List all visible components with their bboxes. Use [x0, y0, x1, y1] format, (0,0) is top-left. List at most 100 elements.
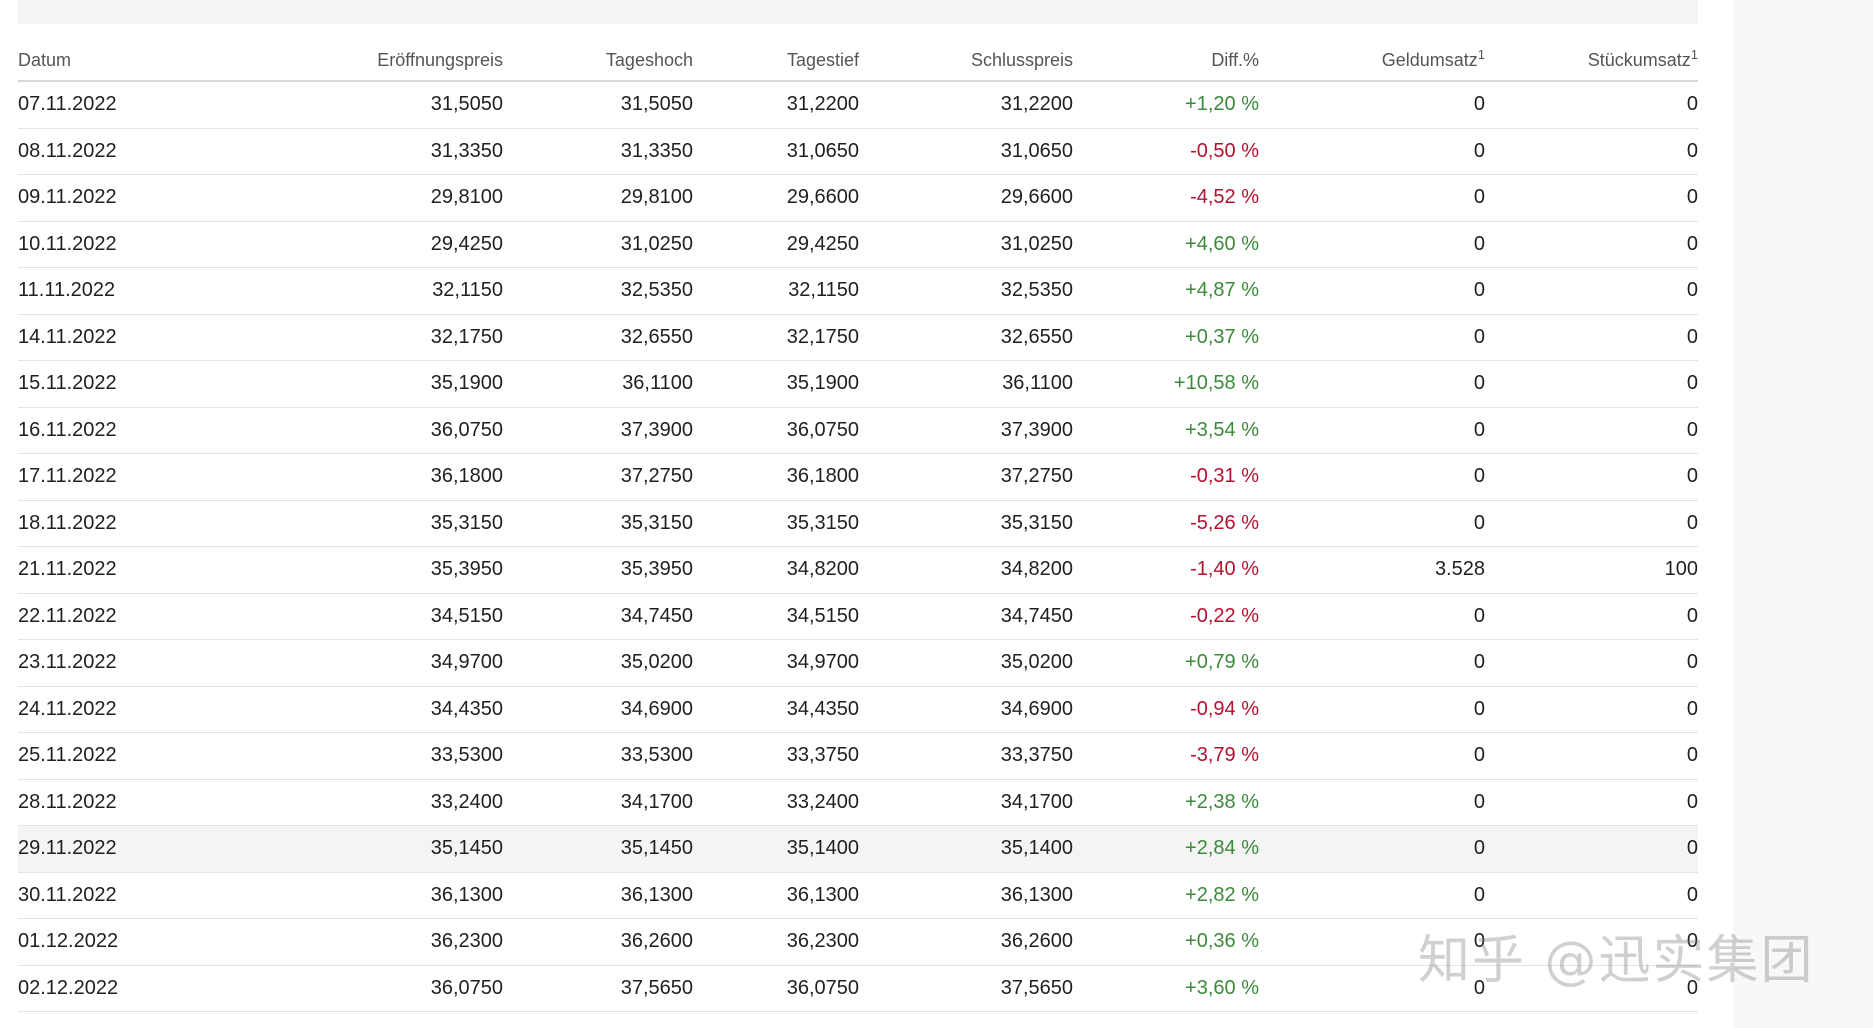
cell-geldumsatz: 0	[1259, 360, 1485, 408]
cell-diff: +0,79 %	[1073, 639, 1259, 687]
cell-diff: +0,36 %	[1073, 918, 1259, 966]
cell-geldumsatz: 0	[1259, 128, 1485, 175]
cell-datum: 11.11.2022	[18, 267, 178, 315]
column-header-diff[interactable]: Diff.%	[1073, 40, 1259, 82]
cell-eroeffnungspreis: 35,1900	[178, 360, 503, 408]
table-row: 07.11.2022 31,5050 31,5050 31,2200 31,2200 +1…	[18, 81, 1698, 129]
cell-stueckumsatz: 0	[1485, 221, 1698, 268]
cell-diff: +1,20 %	[1073, 81, 1259, 129]
cell-datum: 21.11.2022	[18, 546, 178, 594]
table-row: 24.11.2022 34,4350 34,6900 34,4350 34,6900 -0…	[18, 686, 1698, 733]
cell-diff: -5,26 %	[1073, 500, 1259, 547]
table-row: 22.11.2022 34,5150 34,7450 34,5150 34,7450 -0…	[18, 593, 1698, 640]
cell-datum: 14.11.2022	[18, 314, 178, 361]
cell-stueckumsatz: 0	[1485, 686, 1698, 733]
cell-diff: +2,38 %	[1073, 779, 1259, 826]
cell-diff: -0,50 %	[1073, 128, 1259, 175]
cell-diff: +10,58 %	[1073, 360, 1259, 408]
cell-schlusspreis: 37,5650	[859, 965, 1073, 1012]
cell-geldumsatz: 0	[1259, 453, 1485, 501]
cell-diff: -0,94 %	[1073, 686, 1259, 733]
table-row: 25.11.2022 33,5300 33,5300 33,3750 33,3750 -3…	[18, 732, 1698, 780]
cell-datum: 28.11.2022	[18, 779, 178, 826]
cell-tagestief: 29,4250	[693, 221, 859, 268]
column-header-tageshoch[interactable]: Tageshoch	[503, 40, 693, 82]
cell-tageshoch: 34,7450	[503, 593, 693, 640]
column-header-datum[interactable]: Datum	[18, 40, 178, 82]
column-header-stueckumsatz[interactable]: Stückumsatz1	[1485, 40, 1698, 82]
cell-geldumsatz: 0	[1259, 500, 1485, 547]
cell-geldumsatz: 0	[1259, 965, 1485, 1012]
cell-schlusspreis: 32,6550	[859, 314, 1073, 361]
cell-eroeffnungspreis: 35,3950	[178, 546, 503, 594]
table-row: 09.11.2022 29,8100 29,8100 29,6600 29,6600 -4…	[18, 174, 1698, 222]
cell-tagestief: 36,2300	[693, 918, 859, 966]
cell-eroeffnungspreis: 33,2400	[178, 779, 503, 826]
cell-tagestief: 35,1400	[693, 825, 859, 873]
cell-tageshoch: 29,8100	[503, 174, 693, 222]
cell-tageshoch: 31,3350	[503, 128, 693, 175]
cell-diff: -3,79 %	[1073, 732, 1259, 780]
cell-stueckumsatz: 0	[1485, 267, 1698, 315]
column-header-schlusspreis[interactable]: Schlusspreis	[859, 40, 1073, 82]
cell-schlusspreis: 35,1400	[859, 825, 1073, 873]
column-header-eroeffnungspreis[interactable]: Eröffnungspreis	[178, 40, 503, 82]
cell-datum: 17.11.2022	[18, 453, 178, 501]
footnote-marker: 1	[1690, 46, 1698, 62]
cell-diff: -0,22 %	[1073, 593, 1259, 640]
table-row: 29.11.2022 35,1450 35,1450 35,1400 35,1400 +2…	[18, 825, 1698, 873]
table-row: 10.11.2022 29,4250 31,0250 29,4250 31,0250 +4…	[18, 221, 1698, 268]
top-filter-bar	[18, 0, 1698, 24]
cell-datum: 30.11.2022	[18, 872, 178, 919]
cell-tagestief: 35,1900	[693, 360, 859, 408]
cell-geldumsatz: 0	[1259, 872, 1485, 919]
cell-schlusspreis: 29,6600	[859, 174, 1073, 222]
cell-eroeffnungspreis: 35,1450	[178, 825, 503, 873]
cell-geldumsatz: 0	[1259, 686, 1485, 733]
cell-tageshoch: 32,6550	[503, 314, 693, 361]
cell-geldumsatz: 0	[1259, 267, 1485, 315]
column-header-geldumsatz[interactable]: Geldumsatz1	[1259, 40, 1485, 82]
cell-stueckumsatz: 0	[1485, 593, 1698, 640]
cell-datum: 09.11.2022	[18, 174, 178, 222]
cell-schlusspreis: 33,3750	[859, 732, 1073, 780]
cell-tageshoch: 37,3900	[503, 407, 693, 454]
cell-diff: -1,40 %	[1073, 546, 1259, 594]
cell-schlusspreis: 34,8200	[859, 546, 1073, 594]
cell-tagestief: 36,0750	[693, 965, 859, 1012]
table-row: 01.12.2022 36,2300 36,2600 36,2300 36,2600 +0…	[18, 918, 1698, 966]
cell-schlusspreis: 32,5350	[859, 267, 1073, 315]
cell-diff: +4,87 %	[1073, 267, 1259, 315]
cell-datum: 10.11.2022	[18, 221, 178, 268]
cell-eroeffnungspreis: 29,4250	[178, 221, 503, 268]
footnote-marker: 1	[1477, 46, 1485, 62]
price-history-table-container: Datum Eröffnungspreis Tageshoch Tagestie…	[18, 40, 1698, 1012]
cell-stueckumsatz: 0	[1485, 732, 1698, 780]
cell-tagestief: 33,3750	[693, 732, 859, 780]
table-row: 14.11.2022 32,1750 32,6550 32,1750 32,6550 +0…	[18, 314, 1698, 361]
table-header-row: Datum Eröffnungspreis Tageshoch Tagestie…	[18, 40, 1698, 82]
cell-datum: 02.12.2022	[18, 965, 178, 1012]
cell-tagestief: 36,0750	[693, 407, 859, 454]
column-header-tagestief[interactable]: Tagestief	[693, 40, 859, 82]
cell-stueckumsatz: 0	[1485, 81, 1698, 129]
cell-diff: +4,60 %	[1073, 221, 1259, 268]
cell-tageshoch: 31,0250	[503, 221, 693, 268]
cell-datum: 25.11.2022	[18, 732, 178, 780]
cell-stueckumsatz: 0	[1485, 779, 1698, 826]
cell-geldumsatz: 0	[1259, 779, 1485, 826]
table-body: 07.11.2022 31,5050 31,5050 31,2200 31,2200 +1…	[18, 81, 1698, 1012]
cell-eroeffnungspreis: 31,5050	[178, 81, 503, 129]
cell-eroeffnungspreis: 31,3350	[178, 128, 503, 175]
table-row: 23.11.2022 34,9700 35,0200 34,9700 35,0200 +0…	[18, 639, 1698, 687]
cell-diff: -4,52 %	[1073, 174, 1259, 222]
cell-tagestief: 31,0650	[693, 128, 859, 175]
cell-geldumsatz: 0	[1259, 593, 1485, 640]
table-row: 16.11.2022 36,0750 37,3900 36,0750 37,3900 +3…	[18, 407, 1698, 454]
cell-eroeffnungspreis: 35,3150	[178, 500, 503, 547]
cell-diff: +3,54 %	[1073, 407, 1259, 454]
cell-schlusspreis: 37,3900	[859, 407, 1073, 454]
cell-tageshoch: 35,3150	[503, 500, 693, 547]
cell-datum: 18.11.2022	[18, 500, 178, 547]
